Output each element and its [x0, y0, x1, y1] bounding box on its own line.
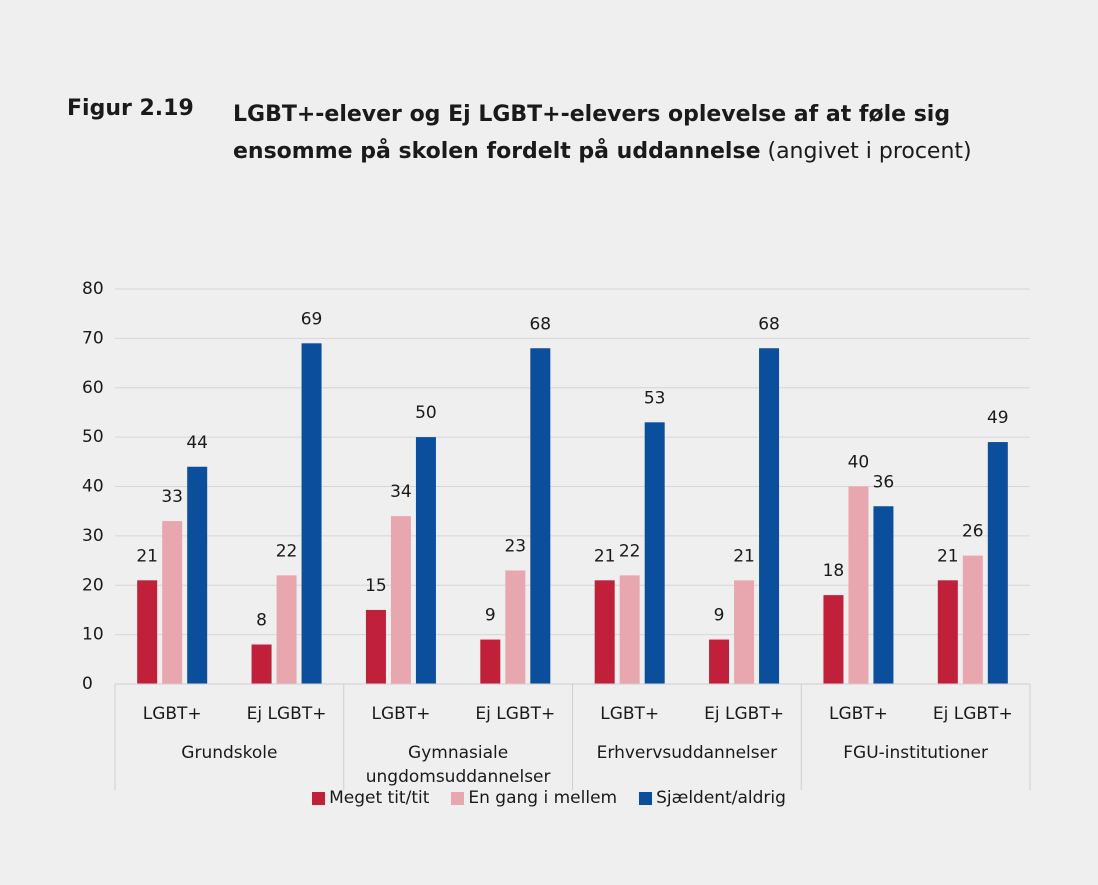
bar: [251, 644, 272, 684]
y-tick-label: 20: [82, 575, 104, 595]
bar: [987, 442, 1008, 684]
y-tick-label: 0: [82, 674, 93, 694]
bar: [709, 639, 730, 684]
bar: [187, 466, 208, 684]
bar: [276, 575, 297, 684]
bar: [137, 580, 158, 684]
bar: [530, 348, 551, 684]
value-label: 33: [161, 487, 183, 507]
value-label: 21: [136, 546, 158, 566]
group-label: FGU-institutioner: [843, 743, 988, 763]
bar: [365, 609, 386, 684]
value-label: 22: [276, 541, 298, 561]
bar: [390, 516, 411, 684]
y-tick-label: 10: [82, 625, 104, 645]
value-label: 21: [594, 546, 616, 566]
legend-label: Sjældent/aldrig: [656, 788, 786, 808]
value-label: 53: [644, 388, 666, 408]
legend: Meget tit/tit En gang i mellem Sjældent/al…: [0, 788, 1098, 808]
legend-label: En gang i mellem: [468, 788, 618, 808]
title-block: LGBT+-elever og Ej LGBT+-elevers oplevel…: [233, 96, 1043, 170]
value-label: 68: [529, 314, 551, 334]
bar: [480, 639, 501, 684]
group-label: Gymnasiale ungdomsuddannelser: [365, 743, 551, 787]
legend-item: Meget tit/tit: [312, 788, 429, 808]
x-tick-label: Ej LGBT+: [933, 704, 1013, 724]
legend-label: Meget tit/tit: [329, 788, 430, 808]
x-tick-label: LGBT+: [371, 704, 430, 724]
bar: [594, 580, 615, 684]
x-tick-label: LGBT+: [143, 704, 202, 724]
y-tick-label: 60: [82, 378, 104, 398]
bar: [873, 506, 894, 684]
value-label: 26: [962, 522, 984, 542]
bar: [415, 437, 436, 684]
x-tick-label: LGBT+: [600, 704, 659, 724]
value-label: 36: [873, 472, 895, 492]
value-label: 8: [256, 611, 267, 631]
bar: [848, 486, 869, 684]
value-label: 21: [733, 546, 755, 566]
value-label: 49: [987, 408, 1009, 428]
y-tick-label: 80: [82, 279, 104, 299]
value-label: 22: [619, 541, 641, 561]
x-tick-label: Ej LGBT+: [704, 704, 784, 724]
bar: [823, 595, 844, 684]
bar: [937, 580, 958, 684]
value-label: 9: [714, 606, 725, 626]
x-tick-label: Ej LGBT+: [247, 704, 327, 724]
value-label: 68: [758, 314, 780, 334]
bar: [644, 422, 665, 684]
value-label: 44: [186, 433, 208, 453]
value-label: 15: [365, 576, 387, 596]
value-label: 34: [390, 482, 412, 502]
legend-item: En gang i mellem: [451, 788, 617, 808]
value-label: 50: [415, 403, 437, 423]
figure-label: Figur 2.19: [67, 96, 194, 121]
chart-title: LGBT+-elever og Ej LGBT+-elevers oplevel…: [233, 102, 951, 164]
legend-swatch: [451, 791, 465, 805]
x-tick-label: LGBT+: [829, 704, 888, 724]
group-label: Grundskole: [181, 743, 278, 763]
y-tick-label: 70: [82, 328, 104, 348]
bar: [962, 555, 983, 684]
bar: [505, 570, 526, 684]
chart-subtitle: (angivet i procent): [767, 139, 972, 164]
value-label: 18: [823, 561, 845, 581]
value-label: 69: [301, 309, 323, 329]
bar: [162, 521, 183, 684]
bar: [759, 348, 780, 684]
value-label: 23: [504, 536, 526, 556]
y-tick-label: 40: [82, 477, 104, 497]
legend-swatch: [312, 791, 326, 805]
value-label: 40: [848, 453, 870, 473]
bar: [619, 575, 640, 684]
group-label: Erhvervsuddannelser: [596, 743, 778, 763]
y-tick-label: 50: [82, 427, 104, 447]
legend-swatch: [639, 791, 653, 805]
y-tick-label: 30: [82, 526, 104, 546]
value-label: 21: [937, 546, 959, 566]
bar: [734, 580, 755, 684]
value-label: 9: [485, 606, 496, 626]
legend-item: Sjældent/aldrig: [639, 788, 786, 808]
x-tick-label: Ej LGBT+: [475, 704, 555, 724]
bar: [301, 343, 322, 684]
